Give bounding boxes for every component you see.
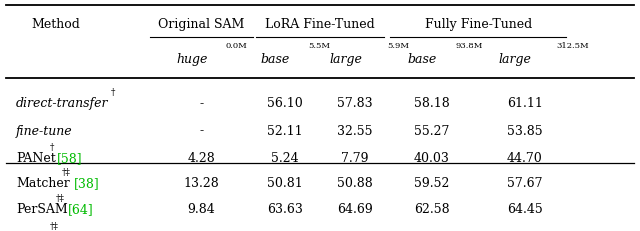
Text: 312.5M: 312.5M — [557, 42, 589, 50]
Text: 56.10: 56.10 — [267, 96, 303, 109]
Text: 64.38: 64.38 — [266, 230, 304, 231]
Text: -: - — [200, 96, 204, 109]
Text: 58.18: 58.18 — [414, 96, 450, 109]
Text: 55.27: 55.27 — [414, 124, 450, 137]
Text: -: - — [200, 124, 204, 137]
Text: 67.00: 67.00 — [335, 230, 375, 231]
Text: 40.03: 40.03 — [414, 152, 450, 165]
Text: 64.45: 64.45 — [507, 203, 543, 216]
Text: 0.0M: 0.0M — [225, 42, 247, 50]
Text: LoRA Fine-Tuned: LoRA Fine-Tuned — [265, 18, 375, 31]
Text: Fully Fine-Tuned: Fully Fine-Tuned — [425, 18, 532, 31]
Text: Method: Method — [31, 18, 81, 31]
Text: 59.52: 59.52 — [414, 176, 450, 189]
Text: 7.79: 7.79 — [342, 152, 369, 165]
Text: Original SAM: Original SAM — [159, 18, 244, 31]
Text: 32.55: 32.55 — [337, 124, 373, 137]
Text: large: large — [329, 52, 362, 65]
Text: base: base — [408, 52, 437, 65]
Text: [64]: [64] — [68, 203, 93, 216]
Text: large: large — [499, 52, 532, 65]
Text: 63.63: 63.63 — [267, 203, 303, 216]
Text: 5.24: 5.24 — [271, 152, 299, 165]
Text: PerSAM: PerSAM — [16, 203, 68, 216]
Text: 5.9M: 5.9M — [387, 42, 409, 50]
Text: 53.85: 53.85 — [507, 124, 543, 137]
Text: 28.52: 28.52 — [182, 230, 221, 231]
Text: 62.58: 62.58 — [414, 203, 450, 216]
Text: †‡: †‡ — [62, 167, 70, 176]
Text: 4.28: 4.28 — [188, 152, 216, 165]
Text: 50.81: 50.81 — [267, 176, 303, 189]
Text: †‡: †‡ — [50, 221, 58, 230]
Text: †‡: †‡ — [56, 194, 65, 202]
Text: huge: huge — [176, 52, 208, 65]
Text: Matcher: Matcher — [16, 176, 70, 189]
Text: 13.28: 13.28 — [184, 176, 220, 189]
Text: †: † — [110, 87, 115, 96]
Text: 61.11: 61.11 — [507, 96, 543, 109]
Text: [38]: [38] — [74, 176, 100, 189]
Text: 5.5M: 5.5M — [308, 42, 330, 50]
Text: 57.67: 57.67 — [507, 176, 543, 189]
Text: 52.11: 52.11 — [267, 124, 303, 137]
Text: †: † — [50, 143, 54, 152]
Text: P²SAM: P²SAM — [16, 230, 63, 231]
Text: 50.88: 50.88 — [337, 176, 373, 189]
Text: 9.84: 9.84 — [188, 203, 216, 216]
Text: 57.83: 57.83 — [337, 96, 373, 109]
Text: 44.70: 44.70 — [507, 152, 543, 165]
Text: fine-tune: fine-tune — [16, 124, 72, 137]
Text: [58]: [58] — [58, 152, 83, 165]
Text: 64.69: 64.69 — [337, 203, 373, 216]
Text: PANet: PANet — [16, 152, 56, 165]
Text: 93.8M: 93.8M — [456, 42, 483, 50]
Text: 66.68: 66.68 — [413, 230, 451, 231]
Text: direct-transfer: direct-transfer — [16, 96, 109, 109]
Text: 67.23: 67.23 — [505, 230, 545, 231]
Text: base: base — [260, 52, 290, 65]
Text: (Ours): (Ours) — [62, 230, 102, 231]
